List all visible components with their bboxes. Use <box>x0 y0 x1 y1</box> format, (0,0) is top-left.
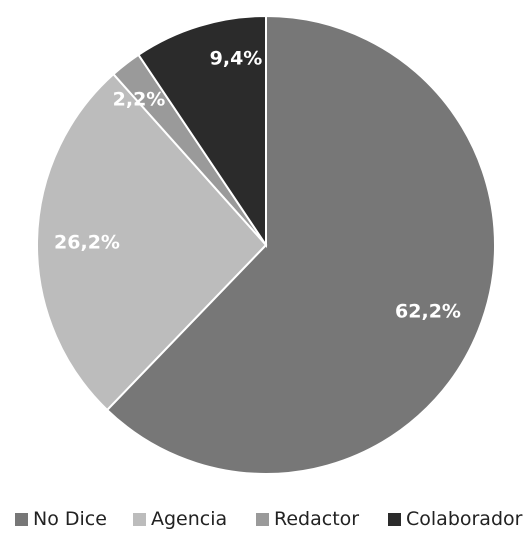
data-label-no-dice: 62,2% <box>395 301 461 323</box>
legend-swatch-no-dice <box>15 513 28 526</box>
data-label-colaborador: 9,4% <box>210 48 263 70</box>
chart-legend: No Dice Agencia Redactor Colaborador <box>15 508 523 530</box>
legend-label-redactor: Redactor <box>274 508 359 530</box>
data-label-agencia: 26,2% <box>54 232 120 254</box>
legend-label-colaborador: Colaborador <box>406 508 523 530</box>
pie-slice-no-dice <box>105 14 496 475</box>
legend-label-no-dice: No Dice <box>33 508 107 530</box>
legend-label-agencia: Agencia <box>151 508 227 530</box>
pie-slice-colaborador <box>137 14 267 249</box>
pie-slices <box>36 14 496 475</box>
data-label-redactor: 2,2% <box>113 89 166 111</box>
legend-swatch-agencia <box>133 513 146 526</box>
legend-swatch-colaborador <box>388 513 401 526</box>
pie-slice-agencia <box>36 72 268 412</box>
pie-data-labels: 62,2% 26,2% 2,2% 9,4% <box>54 48 461 323</box>
legend-swatch-redactor <box>256 513 269 526</box>
